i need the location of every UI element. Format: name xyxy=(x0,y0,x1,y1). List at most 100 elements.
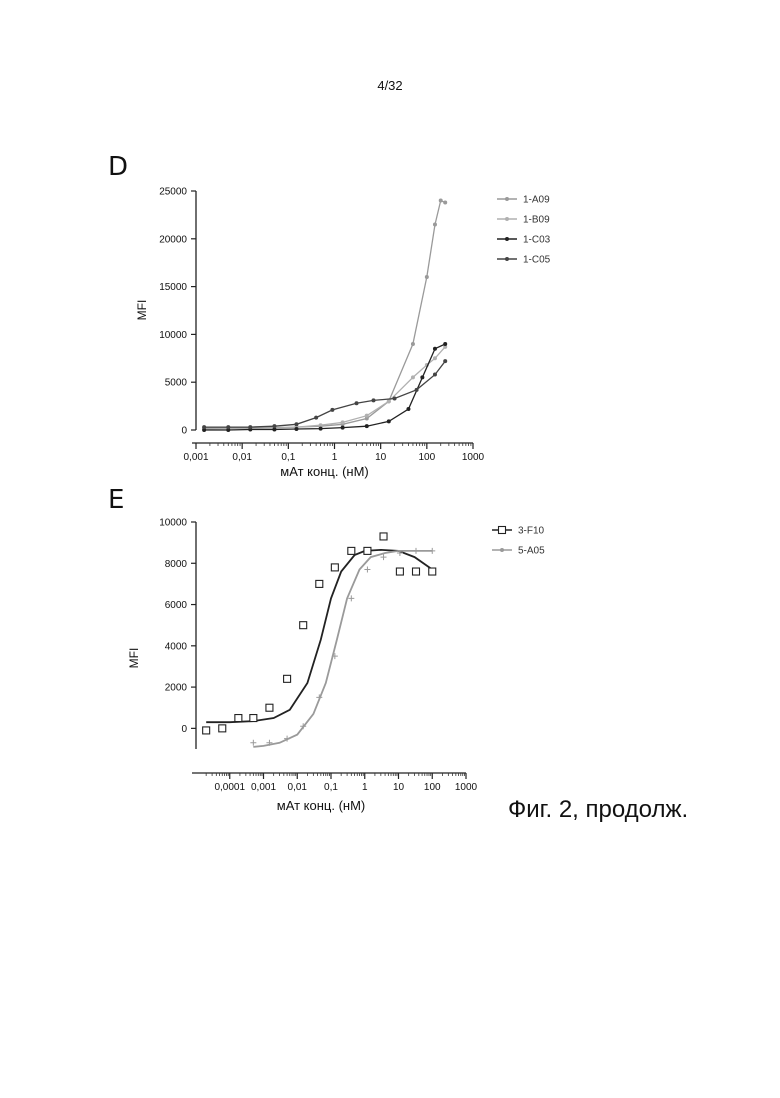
panel-d-y-tick-label: 10000 xyxy=(159,330,187,341)
panel-d-series-1-c03-point xyxy=(387,419,391,423)
panel-d-series-1-b09-point xyxy=(433,356,437,360)
panel-e-series-3-f10-point xyxy=(331,564,338,571)
panel-d-series-1-c05-point xyxy=(433,373,437,377)
panel-d-series-1-b09-legend-marker xyxy=(505,217,509,221)
panel-e-y-tick-label: 4000 xyxy=(165,641,188,652)
panel-e-series-5-a05-point xyxy=(429,548,435,554)
panel-e-series-5-a05-line xyxy=(253,551,432,747)
panel-d-series-1-a09-point xyxy=(425,275,429,279)
panel-d-y-tick-label: 25000 xyxy=(159,187,187,198)
panel-e-series-3-f10-legend-marker xyxy=(499,527,506,534)
panel-d-y-tick-label: 15000 xyxy=(159,282,187,293)
panel-d-series-1-a09-line xyxy=(204,201,445,429)
panel-d-y-tick-label: 5000 xyxy=(165,378,188,389)
panel-d-series-1-b09-legend-label: 1-B09 xyxy=(523,215,550,226)
panel-d-series-1-b09-point xyxy=(411,375,415,379)
panel-d-series-1-b09-point xyxy=(365,414,369,418)
panel-d-series-1-c03-point xyxy=(443,342,447,346)
panel-d-series-1-c05-point xyxy=(248,425,252,429)
panel-e-x-tick-label: 10 xyxy=(393,782,405,793)
panel-e-series-3-f10-point xyxy=(364,547,371,554)
panel-d-series-1-b09-point xyxy=(387,399,391,403)
panel-e-x-tick-label: 0,01 xyxy=(288,782,308,793)
panel-e-series-5-a05-point xyxy=(348,595,354,601)
panel-d-series-1-c05-point xyxy=(314,416,318,420)
panel-e-x-tick-label: 1000 xyxy=(455,782,478,793)
panel-e-series-3-f10-point xyxy=(396,568,403,575)
panel-d-series-1-a09-point xyxy=(443,200,447,204)
panel-e-series-3-f10-point xyxy=(300,622,307,629)
panel-e-series-3-f10-point xyxy=(219,725,226,732)
panel-e-x-axis-label: мАт конц. (нМ) xyxy=(277,798,365,813)
panel-d-series-1-c03-point xyxy=(365,424,369,428)
panel-e-series-3-f10-point xyxy=(250,715,257,722)
panel-e-series-3-f10-legend-label: 3-F10 xyxy=(518,526,545,537)
panel-e-y-tick-label: 2000 xyxy=(165,683,188,694)
panel-e-x-tick-label: 0,0001 xyxy=(214,782,245,793)
panel-e-series-5-a05-point xyxy=(250,740,256,746)
panel-d-series-1-c05-legend-label: 1-C05 xyxy=(523,255,551,266)
panel-e-series-3-f10-point xyxy=(266,704,273,711)
panel-d-series-1-c05-point xyxy=(393,396,397,400)
panel-d-y-axis-label: MFI xyxy=(135,300,149,321)
panel-e-y-tick-label: 6000 xyxy=(165,600,188,611)
panel-d-series-1-c03-point xyxy=(420,375,424,379)
panel-d-series-1-c05-point xyxy=(294,422,298,426)
panel-d-series-1-c03-legend-marker xyxy=(505,237,509,241)
panel-d-y-tick-label: 20000 xyxy=(159,234,187,245)
panel-e-x-tick-label: 100 xyxy=(424,782,441,793)
panel-d-series-1-c05-point xyxy=(202,425,206,429)
panel-e-y-tick-label: 0 xyxy=(181,724,187,735)
panel-d-series-1-a09-point xyxy=(433,222,437,226)
panel-d-x-tick-label: 100 xyxy=(418,452,435,463)
panel-d-series-1-c03-line xyxy=(204,344,445,430)
panel-d-series-1-b09-line xyxy=(204,347,445,429)
panel-d-series-1-c05-point xyxy=(372,398,376,402)
panel-d-series-1-c05-point xyxy=(443,359,447,363)
panel-d-series-1-b09-point xyxy=(341,420,345,424)
panel-e-x-tick-label: 1 xyxy=(362,782,368,793)
panel-d-series-1-c03-point xyxy=(294,427,298,431)
panel-e-x-tick-label: 0,1 xyxy=(324,782,338,793)
panel-d-x-axis-label: мАт конц. (нМ) xyxy=(280,464,368,479)
panel-e-y-tick-label: 8000 xyxy=(165,559,188,570)
panel-d-x-tick-label: 1 xyxy=(332,452,338,463)
panel-e-series-3-f10-point xyxy=(316,580,323,587)
panel-e-series-3-f10-point xyxy=(348,547,355,554)
panel-d-x-tick-label: 0,1 xyxy=(281,452,295,463)
panel-e-series-5-a05-legend-marker xyxy=(500,548,504,552)
panel-e-series-3-f10-point xyxy=(235,715,242,722)
panel-d-series-1-c03-point xyxy=(433,347,437,351)
panel-e-y-tick-label: 10000 xyxy=(159,518,187,529)
panel-d-series-1-c03-point xyxy=(341,426,345,430)
panel-d-x-tick-label: 0,01 xyxy=(232,452,252,463)
panel-e-y-axis-label: MFI xyxy=(127,648,141,669)
panel-d-x-tick-label: 0,001 xyxy=(183,452,208,463)
panel-d-x-tick-label: 1000 xyxy=(462,452,485,463)
panel-d-series-1-a09-point xyxy=(411,342,415,346)
panel-d-x-tick-label: 10 xyxy=(375,452,387,463)
panel-e-x-tick-label: 0,001 xyxy=(251,782,276,793)
panel-e-series-3-f10-point xyxy=(203,727,210,734)
panel-d-series-1-c05-point xyxy=(226,425,230,429)
panel-e-series-5-a05-legend-label: 5-A05 xyxy=(518,546,545,557)
panel-e-series-3-f10-point xyxy=(412,568,419,575)
panel-d-series-1-a09-point xyxy=(439,199,443,203)
panel-e-series-3-f10-point xyxy=(284,675,291,682)
panel-d-series-1-c03-point xyxy=(406,407,410,411)
panel-d-series-1-c05-point xyxy=(415,388,419,392)
panel-d-series-1-c03-legend-label: 1-C03 xyxy=(523,235,551,246)
panel-e-series-3-f10-point xyxy=(380,533,387,540)
panel-d-y-tick-label: 0 xyxy=(181,426,187,437)
panel-d-series-1-a09-legend-label: 1-A09 xyxy=(523,195,550,206)
panel-d-series-1-c05-line xyxy=(204,361,445,427)
panel-e-series-5-a05-point xyxy=(364,566,370,572)
panel-d-series-1-c05-point xyxy=(355,401,359,405)
panel-d-series-1-c05-legend-marker xyxy=(505,257,509,261)
panel-e-series-5-a05-point xyxy=(413,548,419,554)
panel-d-series-1-a09-legend-marker xyxy=(505,197,509,201)
panel-e-series-3-f10-point xyxy=(429,568,436,575)
panel-d-series-1-c05-point xyxy=(272,424,276,428)
panel-d-series-1-c03-point xyxy=(319,427,323,431)
